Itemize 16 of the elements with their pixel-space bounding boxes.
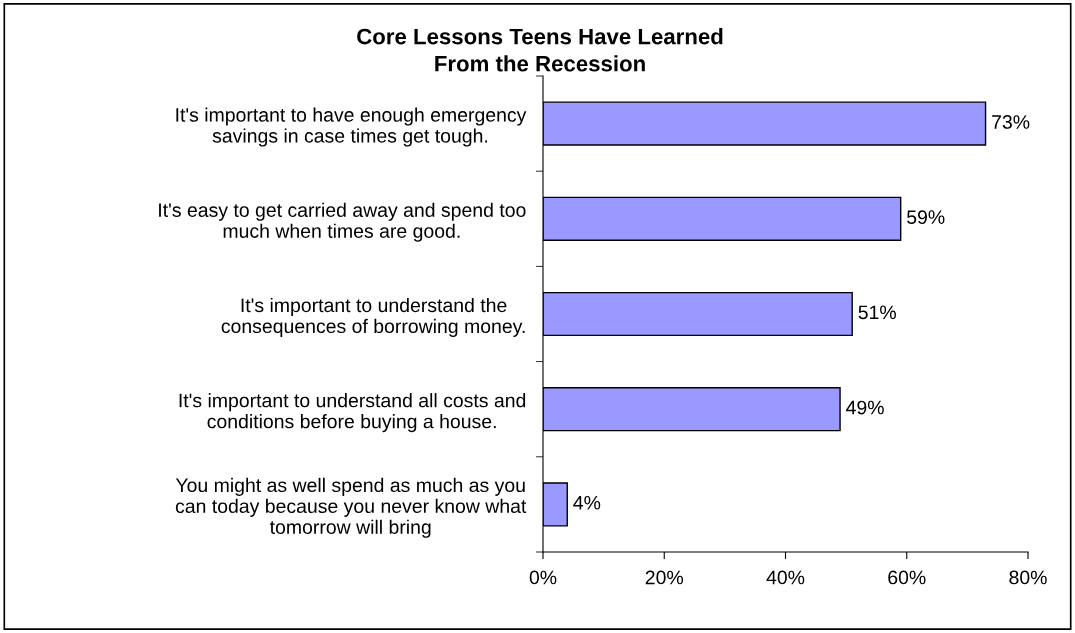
data-label: 73% (992, 115, 1030, 129)
chart-title: Core Lessons Teens Have Learned From the Recession (357, 28, 723, 72)
data-label: 4% (573, 495, 601, 510)
x-tick-label: 40% (766, 570, 805, 585)
y-tick-label: It's important to have enough emergency savings in case times get tough. (176, 107, 527, 147)
y-tick-label: It's important to understand all costs and conditions before buying a house. (179, 393, 526, 433)
data-label: 59% (907, 210, 945, 225)
x-tick-label: 20% (645, 570, 684, 585)
data-label: 49% (846, 400, 884, 415)
data-label: 51% (858, 305, 896, 320)
y-tick-label: It's important to understand the consequences of borrowing money. (221, 297, 525, 337)
x-tick-label: 80% (1009, 570, 1047, 585)
y-tick-label: It's easy to get carried away and spend too much when times are good. (159, 202, 526, 242)
y-tick-label: You might as well spend as much as you can today because you never know what tomorrow will bring (175, 477, 527, 538)
x-tick-label: 0% (529, 570, 557, 585)
x-tick-label: 60% (888, 570, 926, 585)
